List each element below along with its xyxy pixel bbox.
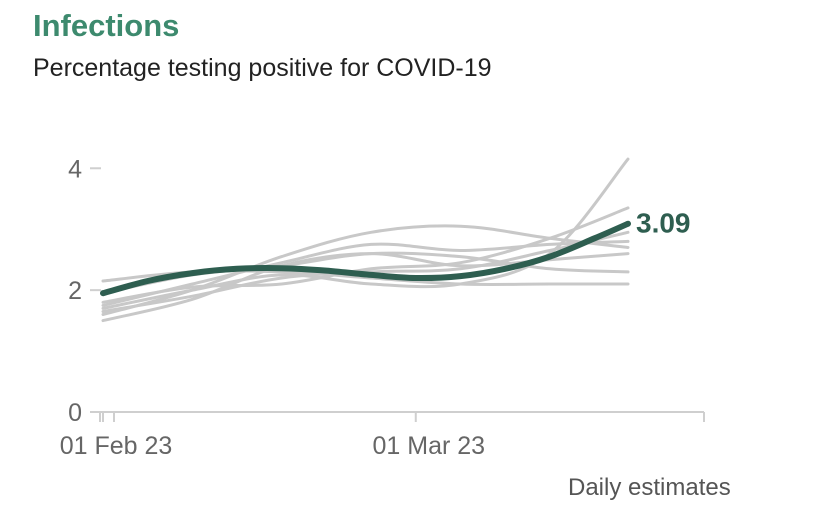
axes: 0 2 4 01 Feb 23 01 Mar 23 (60, 155, 705, 460)
y-tick-label: 0 (68, 399, 82, 427)
highlight-series: 3.09 (100, 208, 691, 297)
line-chart: 0 2 4 01 Feb 23 01 Mar 23 3.09 (60, 155, 705, 460)
footer-note: Daily estimates (568, 474, 731, 501)
y-tick-label: 4 (68, 155, 82, 183)
background-series (101, 157, 630, 323)
background-series-line (101, 239, 630, 307)
x-tick-label: 01 Feb 23 (60, 432, 173, 460)
background-series-line (101, 206, 630, 304)
chart-subtitle: Percentage testing positive for COVID-19 (33, 54, 492, 82)
y-tick-label: 2 (68, 277, 82, 305)
x-tick-label: 01 Mar 23 (372, 432, 485, 460)
highlight-series-line (100, 220, 631, 297)
latest-value-label: 3.09 (636, 208, 691, 239)
chart-title: Infections (33, 8, 180, 43)
